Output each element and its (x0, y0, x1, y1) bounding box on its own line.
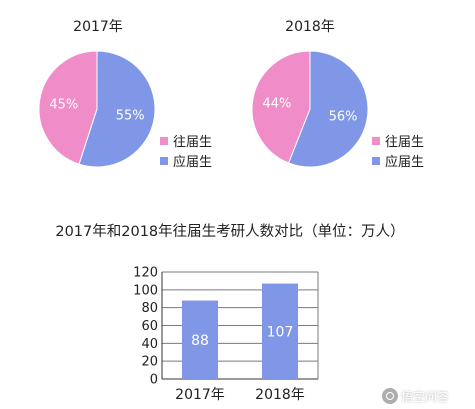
x-tick-label-1: 2018年 (255, 387, 305, 403)
y-tick-label: 40 (141, 337, 158, 352)
bar-0 (182, 300, 218, 379)
y-tick-label: 0 (150, 373, 158, 388)
legend-swatch-yingjie (160, 157, 168, 165)
legend-label-yingjie: 应届生 (173, 154, 212, 170)
bar-value-label-1: 107 (267, 324, 294, 340)
y-tick-label: 20 (141, 355, 158, 370)
y-tick-label: 120 (133, 266, 158, 281)
legend-swatch-wangjie (160, 137, 168, 145)
bar-value-label-0: 88 (191, 333, 209, 349)
legend-label-wangjie: 往届生 (385, 135, 424, 150)
pie-slice-1 (287, 50, 369, 168)
legend-2017: 往届生 应届生 (160, 135, 212, 170)
watermark: 悟空问答 (382, 386, 472, 406)
pie-title-2018: 2018年 (285, 19, 335, 35)
pie-slice-1 (78, 50, 156, 168)
legend-swatch-yingjie (372, 157, 380, 165)
pie-2018: 44% 56% (251, 50, 369, 168)
pie-slice-label-1: 56% (329, 109, 358, 124)
watermark-text: 悟空问答 (401, 389, 450, 404)
legend-swatch-wangjie (372, 137, 380, 145)
legend-label-yingjie: 应届生 (385, 154, 424, 170)
legend-label-wangjie: 往届生 (173, 135, 212, 150)
bar-chart-title: 2017年和2018年往届生考研人数对比（单位：万人） (55, 223, 404, 240)
bar-1 (262, 283, 298, 379)
legend-2018: 往届生 应届生 (372, 135, 424, 170)
watermark-logo-icon (382, 388, 398, 404)
y-tick-label: 80 (141, 301, 158, 316)
y-tick-label: 60 (141, 319, 158, 334)
x-tick-label-0: 2017年 (175, 387, 225, 403)
pie-slice-label-1: 55% (116, 108, 145, 123)
y-tick-label: 100 (133, 283, 158, 298)
pie-2017: 45% 55% (38, 50, 156, 168)
bar-chart: 0 20 40 60 80 100 120 88 2017年 107 2018年 (133, 266, 319, 403)
pie-slice-label-0: 44% (263, 97, 292, 112)
pie-title-2017: 2017年 (73, 19, 123, 35)
pie-slice-0 (38, 50, 98, 165)
pie-slice-label-0: 45% (49, 98, 78, 113)
pie-slice-0 (251, 50, 311, 164)
